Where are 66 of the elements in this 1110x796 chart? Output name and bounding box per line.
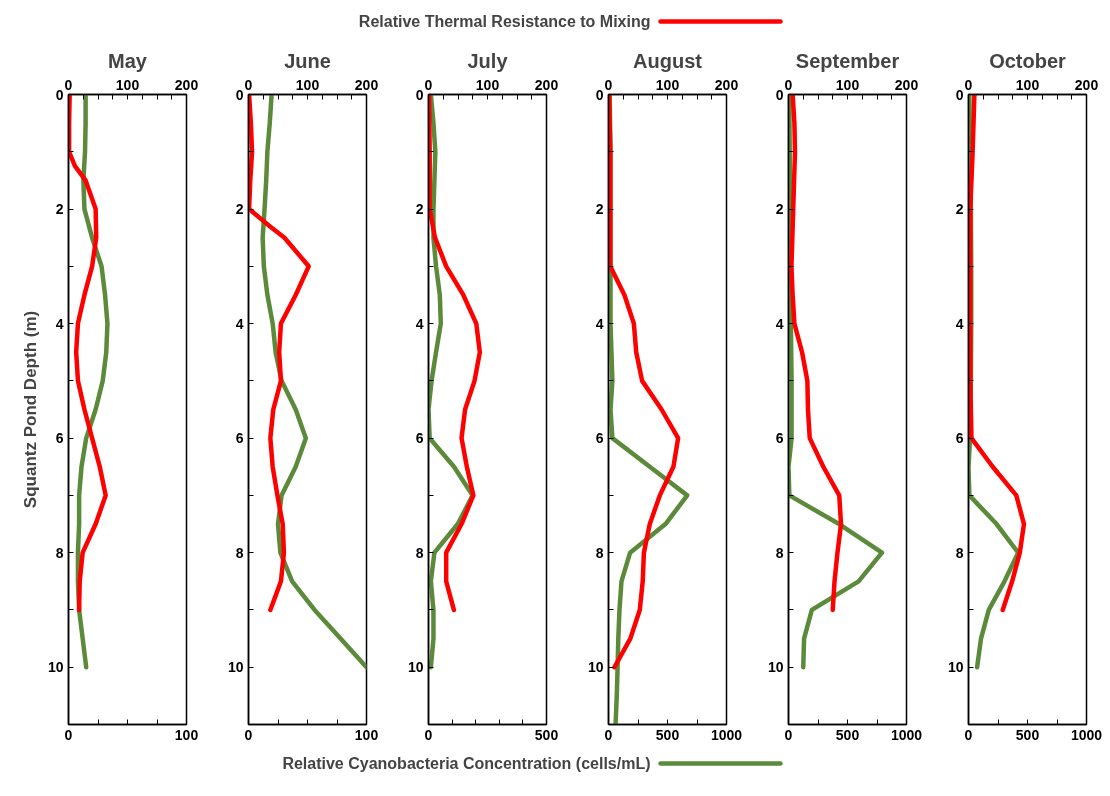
y-tick-label: 0 (955, 86, 964, 103)
x-tick-label: 500 (1015, 726, 1040, 743)
y-tick-label: 10 (407, 659, 424, 676)
y-tick-label: 0 (235, 86, 244, 103)
y-tick-label: 6 (415, 430, 424, 447)
y-tick-label: 8 (235, 544, 244, 561)
chart-title: August (633, 49, 703, 72)
y-tick-label: 8 (955, 544, 964, 561)
chart-title: June (284, 49, 331, 72)
x2-tick-label: 100 (475, 76, 500, 93)
x-tick-label: 500 (655, 726, 680, 743)
x-tick-label: 100 (354, 726, 379, 743)
y-tick-label: 10 (227, 659, 244, 676)
x-tick-label: 100 (174, 726, 199, 743)
x-tick-label: 500 (835, 726, 860, 743)
y-tick-label: 8 (415, 544, 424, 561)
y-tick-label: 2 (595, 201, 604, 218)
y-tick-label: 4 (235, 315, 244, 332)
y-tick-label: 6 (955, 430, 964, 447)
y-tick-label: 2 (415, 201, 424, 218)
y-tick-label: 8 (775, 544, 784, 561)
y-tick-label: 6 (595, 430, 604, 447)
y-tick-label: 0 (415, 86, 424, 103)
y-tick-label: 6 (235, 430, 244, 447)
y-tick-label: 4 (775, 315, 784, 332)
x2-tick-label: 100 (1015, 76, 1040, 93)
y-tick-label: 8 (595, 544, 604, 561)
y-tick-label: 4 (415, 315, 424, 332)
x-tick-label: 1000 (710, 726, 743, 743)
y-tick-label: 2 (55, 201, 64, 218)
chart-title: May (108, 49, 148, 72)
y-tick-label: 8 (55, 544, 64, 561)
chart-title: July (467, 49, 509, 72)
x2-tick-label: 200 (534, 76, 559, 93)
y-tick-label: 10 (47, 659, 64, 676)
y-tick-label: 6 (775, 430, 784, 447)
x2-tick-label: 100 (115, 76, 140, 93)
y-tick-label: 2 (235, 201, 244, 218)
x-tick-label: 1000 (890, 726, 923, 743)
x2-tick-label: 100 (835, 76, 860, 93)
y-tick-label: 2 (955, 201, 964, 218)
x2-tick-label: 200 (1074, 76, 1099, 93)
y-tick-label: 4 (595, 315, 604, 332)
chart-title: October (989, 49, 1067, 72)
x-tick-label: 500 (534, 726, 559, 743)
y-tick-label: 2 (775, 201, 784, 218)
y-tick-label: 0 (595, 86, 604, 103)
x2-tick-label: 100 (295, 76, 320, 93)
text: Relative Thermal Resistance to Mixing (358, 13, 651, 30)
x2-tick-label: 200 (894, 76, 919, 93)
y-tick-label: 0 (55, 86, 64, 103)
y-tick-label: 10 (947, 659, 964, 676)
x-tick-label: 1000 (1070, 726, 1103, 743)
y-tick-label: 10 (587, 659, 604, 676)
x2-tick-label: 200 (354, 76, 379, 93)
x2-tick-label: 200 (174, 76, 199, 93)
y-tick-label: 0 (775, 86, 784, 103)
x2-tick-label: 200 (714, 76, 739, 93)
y-axis-title: Squantz Pond Depth (m) (20, 310, 40, 509)
y-tick-label: 6 (55, 430, 64, 447)
text: Relative Cyanobacteria Concentration (cells/mL) (282, 755, 651, 772)
chart-title: September (795, 49, 900, 72)
x2-tick-label: 100 (655, 76, 680, 93)
y-tick-label: 10 (767, 659, 784, 676)
y-tick-label: 4 (955, 315, 964, 332)
y-tick-label: 4 (55, 315, 64, 332)
